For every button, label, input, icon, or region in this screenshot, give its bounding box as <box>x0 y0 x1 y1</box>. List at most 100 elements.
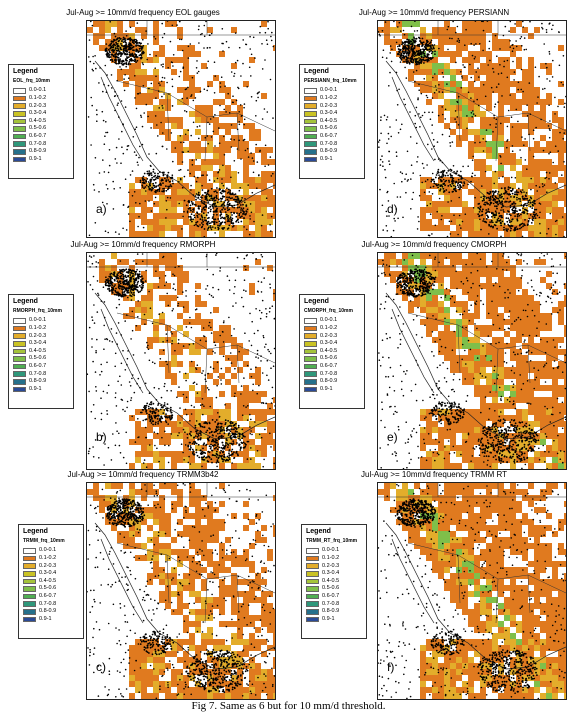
legend-label: 0.2-0.3 <box>29 102 47 109</box>
legend-label: 0.1-0.2 <box>29 95 47 102</box>
panel-a: Jul-Aug >= 10mm/d frequency EOL gauges L… <box>0 8 288 246</box>
legend-swatch <box>304 341 317 347</box>
legend-label: 0.4-0.5 <box>29 347 47 354</box>
legend-swatch <box>13 103 26 110</box>
legend-title: Legend <box>13 68 38 75</box>
legend-label: 0.4-0.5 <box>29 117 47 124</box>
legend-item: 0.9-1 <box>13 156 69 164</box>
panel-label: e) <box>387 430 398 444</box>
legend-item: 0.0-0.1 <box>304 317 360 325</box>
legend-swatch <box>306 616 319 623</box>
legend-item: 0.6-0.7 <box>306 593 362 601</box>
legend-item: 0.6-0.7 <box>304 363 360 371</box>
legend-item: 0.9-1 <box>304 156 360 164</box>
legend-title: Legend <box>306 528 331 535</box>
panel-title: Jul-Aug >= 10mm/d frequency TRMM3b42 <box>67 470 219 479</box>
legend-item: 0.7-0.8 <box>13 140 69 148</box>
legend-label: 0.7-0.8 <box>29 140 47 147</box>
legend-item: 0.5-0.6 <box>304 355 360 363</box>
legend-label: 0.0-0.1 <box>29 87 47 94</box>
panel-label: c) <box>96 660 106 674</box>
legend-item: 0.6-0.7 <box>23 593 79 601</box>
legend-item: 0.1-0.2 <box>13 325 69 333</box>
legend-swatch <box>13 141 26 148</box>
legend-title: Legend <box>13 298 38 305</box>
map <box>86 20 276 238</box>
map <box>377 20 567 238</box>
map-canvas <box>87 21 275 237</box>
legend-item: 0.4-0.5 <box>304 118 360 126</box>
legend-swatch <box>13 379 26 385</box>
legend-item: 0.9-1 <box>13 386 69 394</box>
legend-swatch <box>304 126 317 132</box>
legend-label: 0.9-1 <box>320 155 333 162</box>
legend-swatch <box>13 333 26 340</box>
legend-swatch <box>23 601 36 608</box>
panel-b: Jul-Aug >= 10mm/d frequency RMORPH Legen… <box>0 240 288 478</box>
legend-swatch <box>304 103 317 110</box>
legend-label: 0.9-1 <box>320 385 333 392</box>
legend-title: Legend <box>304 298 329 305</box>
legend-swatch <box>306 601 319 608</box>
legend: Legend RMORPH_frq_10mm 0.0-0.1 0.1-0.2 0.2-0… <box>8 294 74 409</box>
legend-swatch <box>304 325 317 332</box>
legend-label: 0.2-0.3 <box>320 332 338 339</box>
legend-swatch <box>304 95 317 102</box>
legend-item: 0.8-0.9 <box>13 148 69 156</box>
legend-field: CMORPH_frq_10mm <box>304 308 353 314</box>
legend-label: 0.3-0.4 <box>29 110 47 117</box>
legend-item: 0.4-0.5 <box>306 578 362 586</box>
legend-item: 0.2-0.3 <box>304 332 360 340</box>
legend-item: 0.0-0.1 <box>13 87 69 95</box>
panel-title: Jul-Aug >= 10mm/d frequency PERSIANN <box>358 8 510 17</box>
legend-item: 0.2-0.3 <box>13 332 69 340</box>
map <box>86 482 276 700</box>
legend-label: 0.2-0.3 <box>322 562 340 569</box>
legend-item: 0.4-0.5 <box>13 118 69 126</box>
legend-swatch <box>23 548 36 554</box>
legend-item: 0.0-0.1 <box>306 547 362 555</box>
legend-swatch <box>306 571 319 577</box>
legend-item: 0.1-0.2 <box>23 555 79 563</box>
legend-label: 0.7-0.8 <box>320 140 338 147</box>
panel-label: d) <box>387 202 398 216</box>
legend-label: 0.0-0.1 <box>39 547 57 554</box>
legend-item: 0.8-0.9 <box>306 608 362 616</box>
map-canvas <box>87 483 275 699</box>
panel-d: Jul-Aug >= 10mm/d frequency PERSIANN Leg… <box>289 8 577 246</box>
legend-item: 0.1-0.2 <box>304 95 360 103</box>
legend-label: 0.4-0.5 <box>39 577 57 584</box>
panel-title: Jul-Aug >= 10mm/d frequency EOL gauges <box>66 8 220 17</box>
legend-item: 0.4-0.5 <box>13 348 69 356</box>
legend-swatch <box>304 386 317 393</box>
map-canvas <box>87 253 275 469</box>
legend-item: 0.2-0.3 <box>13 102 69 110</box>
legend-label: 0.3-0.4 <box>322 570 340 577</box>
legend-swatch <box>13 95 26 102</box>
legend-swatch <box>304 88 317 94</box>
legend-label: 0.3-0.4 <box>320 340 338 347</box>
legend-swatch <box>304 111 317 117</box>
legend-item: 0.8-0.9 <box>304 148 360 156</box>
legend-item: 0.7-0.8 <box>304 370 360 378</box>
legend-item: 0.3-0.4 <box>304 340 360 348</box>
legend-item: 0.3-0.4 <box>304 110 360 118</box>
legend-swatch <box>13 111 26 117</box>
panel-label: a) <box>96 202 107 216</box>
legend-label: 0.6-0.7 <box>320 133 338 139</box>
legend-swatch <box>304 118 317 125</box>
legend-item: 0.1-0.2 <box>13 95 69 103</box>
map <box>377 252 567 470</box>
legend-label: 0.9-1 <box>322 615 335 622</box>
legend-swatch <box>23 555 36 562</box>
legend-label: 0.5-0.6 <box>320 355 338 362</box>
legend: Legend PERSIANN_frq_10mm 0.0-0.1 0.1-0.2 0.2… <box>299 64 365 179</box>
legend-item: 0.6-0.7 <box>304 133 360 141</box>
legend-label: 0.1-0.2 <box>322 555 340 562</box>
legend-label: 0.5-0.6 <box>29 125 47 132</box>
legend-swatch <box>304 371 317 378</box>
legend-swatch <box>13 88 26 94</box>
legend-swatch <box>304 356 317 362</box>
legend-item: 0.3-0.4 <box>23 570 79 578</box>
legend-item: 0.6-0.7 <box>13 363 69 371</box>
